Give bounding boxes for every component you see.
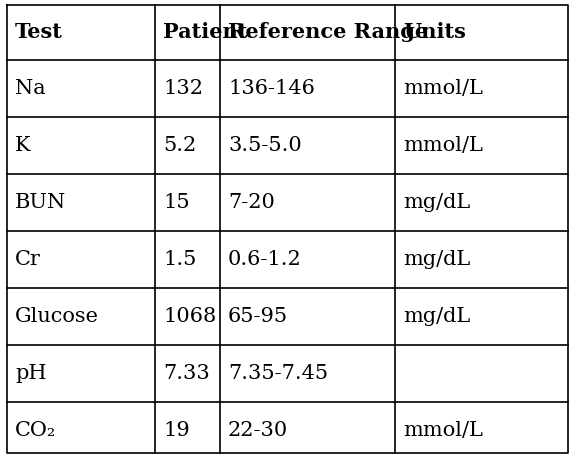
- Text: Reference Range: Reference Range: [228, 22, 428, 43]
- Text: Cr: Cr: [15, 250, 41, 269]
- Text: 1.5: 1.5: [163, 250, 197, 269]
- Text: pH: pH: [15, 364, 47, 383]
- Text: 15: 15: [163, 193, 190, 212]
- Text: 132: 132: [163, 79, 203, 98]
- Text: Na: Na: [15, 79, 45, 98]
- Text: mmol/L: mmol/L: [403, 136, 483, 155]
- Text: mg/dL: mg/dL: [403, 250, 470, 269]
- Text: 3.5-5.0: 3.5-5.0: [228, 136, 302, 155]
- Text: 7.33: 7.33: [163, 364, 210, 383]
- Text: 7-20: 7-20: [228, 193, 275, 212]
- Text: 65-95: 65-95: [228, 307, 288, 326]
- Text: 7.35-7.45: 7.35-7.45: [228, 364, 328, 383]
- Text: mmol/L: mmol/L: [403, 79, 483, 98]
- Text: mg/dL: mg/dL: [403, 193, 470, 212]
- Text: BUN: BUN: [15, 193, 66, 212]
- Text: Patient: Patient: [163, 22, 247, 43]
- Text: 22-30: 22-30: [228, 421, 288, 440]
- Text: K: K: [15, 136, 30, 155]
- Text: Glucose: Glucose: [15, 307, 99, 326]
- Text: 1068: 1068: [163, 307, 216, 326]
- Text: 19: 19: [163, 421, 190, 440]
- Text: 0.6-1.2: 0.6-1.2: [228, 250, 302, 269]
- Text: Units: Units: [403, 22, 466, 43]
- Text: CO₂: CO₂: [15, 421, 56, 440]
- Text: 5.2: 5.2: [163, 136, 196, 155]
- Text: Test: Test: [15, 22, 63, 43]
- Text: mmol/L: mmol/L: [403, 421, 483, 440]
- Text: 136-146: 136-146: [228, 79, 315, 98]
- Text: mg/dL: mg/dL: [403, 307, 470, 326]
